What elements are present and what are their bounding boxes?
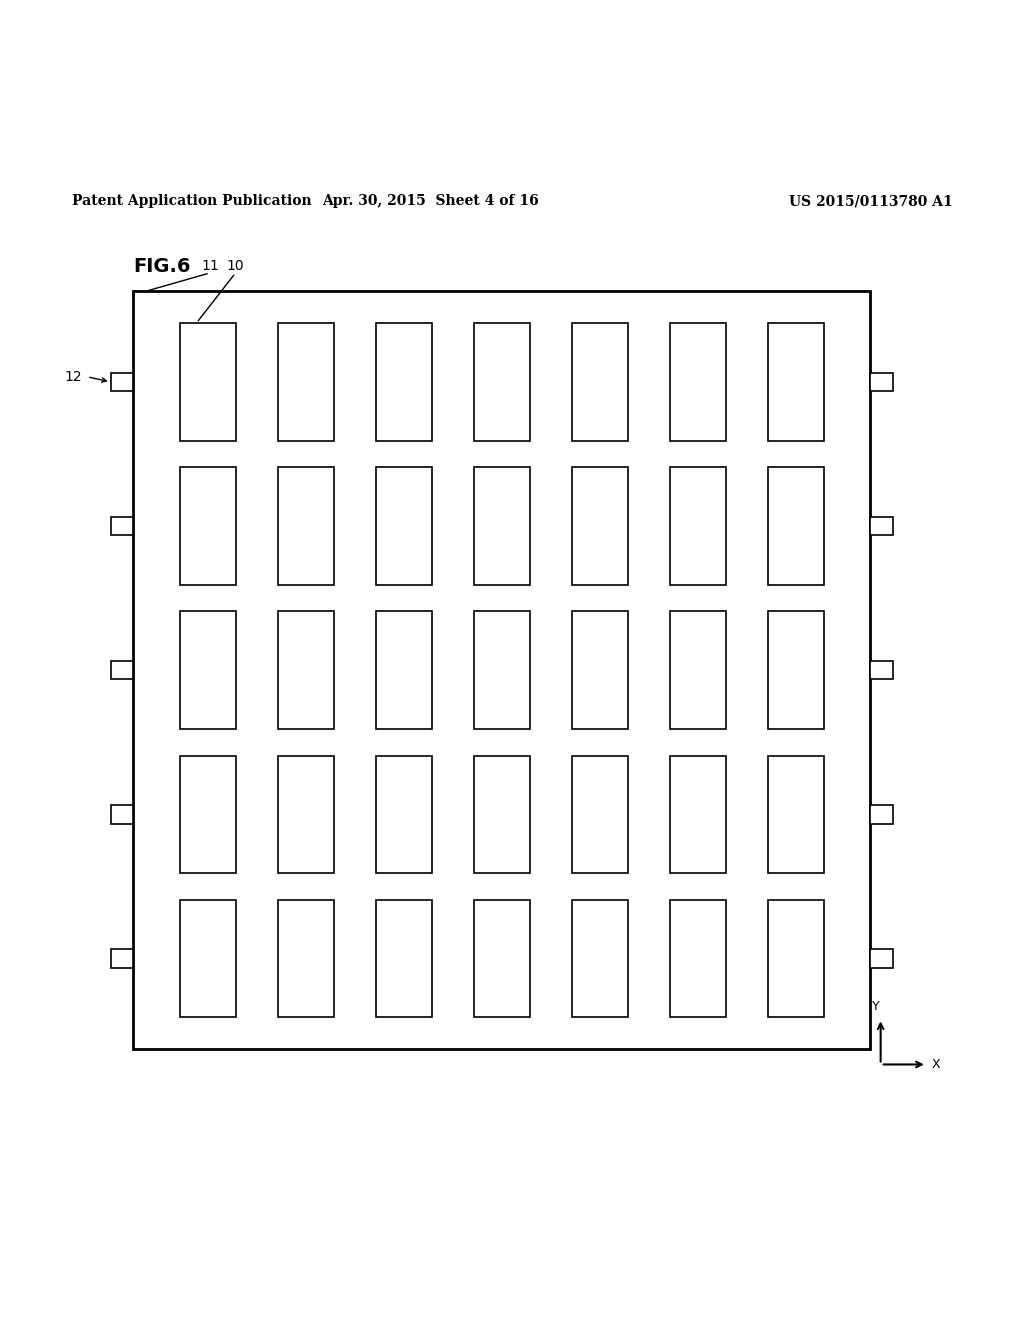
Text: Apr. 30, 2015  Sheet 4 of 16: Apr. 30, 2015 Sheet 4 of 16 — [322, 194, 539, 209]
Bar — [376, 611, 432, 729]
Bar — [571, 467, 628, 585]
Bar — [179, 611, 236, 729]
Bar — [670, 900, 726, 1018]
Text: FIG.6: FIG.6 — [133, 257, 190, 276]
Bar — [870, 517, 893, 536]
Bar — [768, 611, 824, 729]
Bar — [670, 611, 726, 729]
Bar — [133, 292, 870, 1049]
Bar — [473, 323, 530, 441]
Bar — [278, 323, 334, 441]
Text: Y: Y — [871, 1001, 880, 1014]
Bar — [768, 900, 824, 1018]
Bar — [473, 755, 530, 874]
Bar — [179, 323, 236, 441]
Bar — [670, 323, 726, 441]
Text: 11: 11 — [201, 259, 219, 273]
Bar — [376, 323, 432, 441]
Bar — [111, 661, 133, 680]
Text: Patent Application Publication: Patent Application Publication — [72, 194, 311, 209]
Bar — [278, 611, 334, 729]
Bar — [111, 805, 133, 824]
Bar — [376, 467, 432, 585]
Text: 10: 10 — [226, 259, 245, 273]
Bar — [278, 755, 334, 874]
Bar — [670, 467, 726, 585]
Bar — [376, 755, 432, 874]
Bar — [473, 467, 530, 585]
Bar — [870, 372, 893, 391]
Bar — [670, 755, 726, 874]
Bar — [111, 949, 133, 968]
Bar — [870, 661, 893, 680]
Text: X: X — [932, 1059, 940, 1071]
Bar — [179, 900, 236, 1018]
Bar — [473, 900, 530, 1018]
Bar — [473, 611, 530, 729]
Text: US 2015/0113780 A1: US 2015/0113780 A1 — [788, 194, 952, 209]
Bar — [571, 611, 628, 729]
Bar — [768, 467, 824, 585]
Bar — [376, 900, 432, 1018]
Bar — [111, 372, 133, 391]
Bar — [870, 949, 893, 968]
Bar — [768, 323, 824, 441]
Bar — [571, 323, 628, 441]
Bar — [768, 755, 824, 874]
Bar — [571, 755, 628, 874]
Bar — [571, 900, 628, 1018]
Bar — [870, 805, 893, 824]
Bar — [179, 467, 236, 585]
Bar — [179, 755, 236, 874]
Bar — [111, 517, 133, 536]
Bar — [278, 467, 334, 585]
Text: 12: 12 — [65, 370, 82, 384]
Bar — [278, 900, 334, 1018]
